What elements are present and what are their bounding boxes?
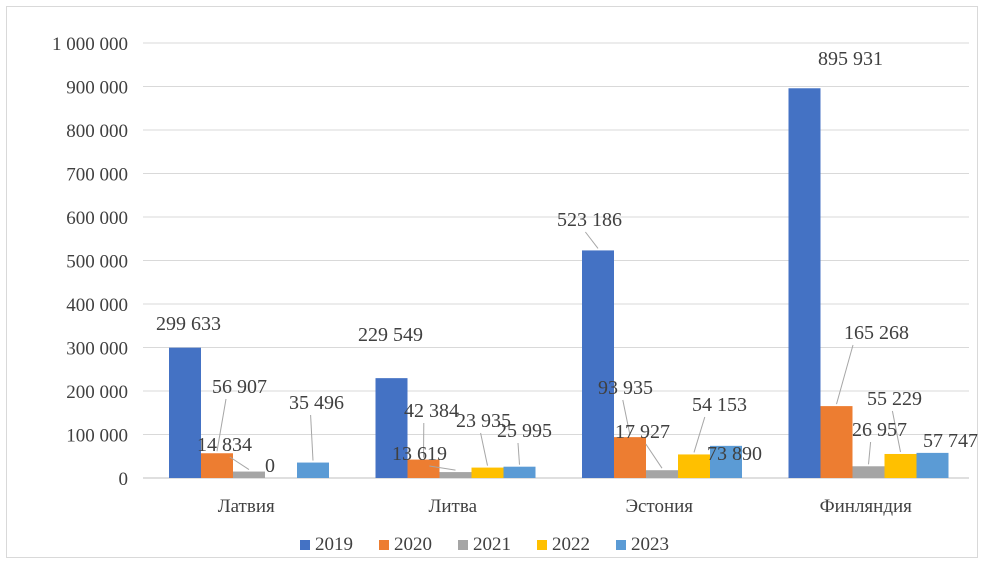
y-tick-label: 0 bbox=[119, 469, 129, 490]
leader-line bbox=[868, 441, 872, 465]
legend: 2019 2020 2021 2022 2023 bbox=[300, 534, 669, 555]
bar bbox=[678, 454, 710, 478]
category-label: Латвия bbox=[218, 496, 275, 517]
legend-swatch bbox=[458, 540, 468, 550]
leader-line bbox=[891, 410, 901, 453]
legend-label: 2022 bbox=[552, 534, 590, 555]
bar bbox=[646, 470, 678, 478]
leader-line bbox=[429, 465, 456, 471]
data-label: 13 619 bbox=[392, 443, 447, 465]
y-tick-label: 1 000 000 bbox=[52, 34, 128, 55]
bar bbox=[852, 466, 885, 478]
data-label: 35 496 bbox=[289, 392, 344, 414]
bar bbox=[471, 467, 504, 478]
leader-line bbox=[480, 432, 488, 466]
legend-swatch bbox=[379, 540, 389, 550]
legend-label: 2021 bbox=[473, 534, 511, 555]
bar bbox=[169, 347, 201, 478]
data-label: 26 957 bbox=[852, 419, 907, 441]
legend-swatch bbox=[300, 540, 310, 550]
bar bbox=[820, 406, 853, 478]
data-label: 55 229 bbox=[867, 388, 922, 410]
bar bbox=[788, 88, 821, 478]
y-tick-label: 200 000 bbox=[66, 382, 128, 403]
y-tick-label: 900 000 bbox=[66, 78, 128, 99]
data-label: 42 384 bbox=[404, 400, 459, 422]
bar bbox=[233, 471, 265, 478]
leader-line bbox=[585, 231, 599, 249]
legend-swatch bbox=[616, 540, 626, 550]
bar bbox=[201, 453, 233, 478]
y-tick-label: 600 000 bbox=[66, 208, 128, 229]
x-axis-categories: Латвия Литва Эстония Финляндия bbox=[218, 496, 912, 517]
bar bbox=[439, 472, 472, 478]
data-label: 54 153 bbox=[692, 394, 747, 416]
leader-lines bbox=[216, 231, 901, 471]
data-label: 23 935 bbox=[456, 410, 511, 432]
data-label: 73 890 bbox=[707, 443, 762, 465]
data-label: 229 549 bbox=[358, 324, 423, 346]
bar bbox=[503, 466, 536, 478]
legend-label: 2020 bbox=[394, 534, 432, 555]
bar bbox=[614, 437, 646, 478]
bar bbox=[710, 445, 742, 478]
y-tick-label: 400 000 bbox=[66, 295, 128, 316]
y-tick-label: 700 000 bbox=[66, 165, 128, 186]
bar bbox=[916, 452, 949, 478]
leader-line bbox=[310, 414, 314, 461]
leader-line bbox=[836, 344, 854, 405]
bars bbox=[169, 88, 949, 478]
data-label: 17 927 bbox=[615, 421, 670, 443]
data-label: 93 935 bbox=[598, 377, 653, 399]
category-label: Эстония bbox=[625, 496, 693, 517]
y-tick-label: 800 000 bbox=[66, 121, 128, 142]
legend-label: 2023 bbox=[631, 534, 669, 555]
data-label: 895 931 bbox=[818, 48, 883, 70]
leader-line bbox=[693, 416, 706, 453]
category-label: Финляндия bbox=[820, 496, 913, 517]
category-label: Литва bbox=[428, 496, 477, 517]
leader-line bbox=[622, 399, 631, 436]
y-tick-label: 100 000 bbox=[66, 426, 128, 447]
bar bbox=[582, 250, 614, 478]
bar bbox=[297, 462, 329, 478]
data-label: 57 747 bbox=[923, 430, 978, 452]
legend-swatch bbox=[537, 540, 547, 550]
data-label: 523 186 bbox=[557, 209, 622, 231]
bar bbox=[407, 459, 440, 478]
leader-line bbox=[216, 398, 227, 452]
data-label: 0 bbox=[265, 455, 275, 477]
bar bbox=[884, 453, 917, 478]
y-axis-ticks: 0 100 000 200 000 300 000 400 000 500 000 600 … bbox=[52, 34, 128, 490]
y-tick-label: 300 000 bbox=[66, 339, 128, 360]
leader-line bbox=[645, 443, 663, 469]
data-label: 56 907 bbox=[212, 376, 267, 398]
data-label: 14 834 bbox=[197, 434, 252, 456]
legend-label: 2019 bbox=[315, 534, 353, 555]
data-label: 165 268 bbox=[844, 322, 909, 344]
leader-line bbox=[229, 456, 250, 470]
data-label: 299 633 bbox=[156, 313, 221, 335]
data-label: 25 995 bbox=[497, 420, 552, 442]
bar bbox=[375, 378, 408, 478]
data-labels: 299 633 56 907 14 834 0 35 496 229 549 42 384 1… bbox=[156, 48, 978, 477]
y-tick-label: 500 000 bbox=[66, 252, 128, 273]
leader-line bbox=[517, 442, 520, 465]
